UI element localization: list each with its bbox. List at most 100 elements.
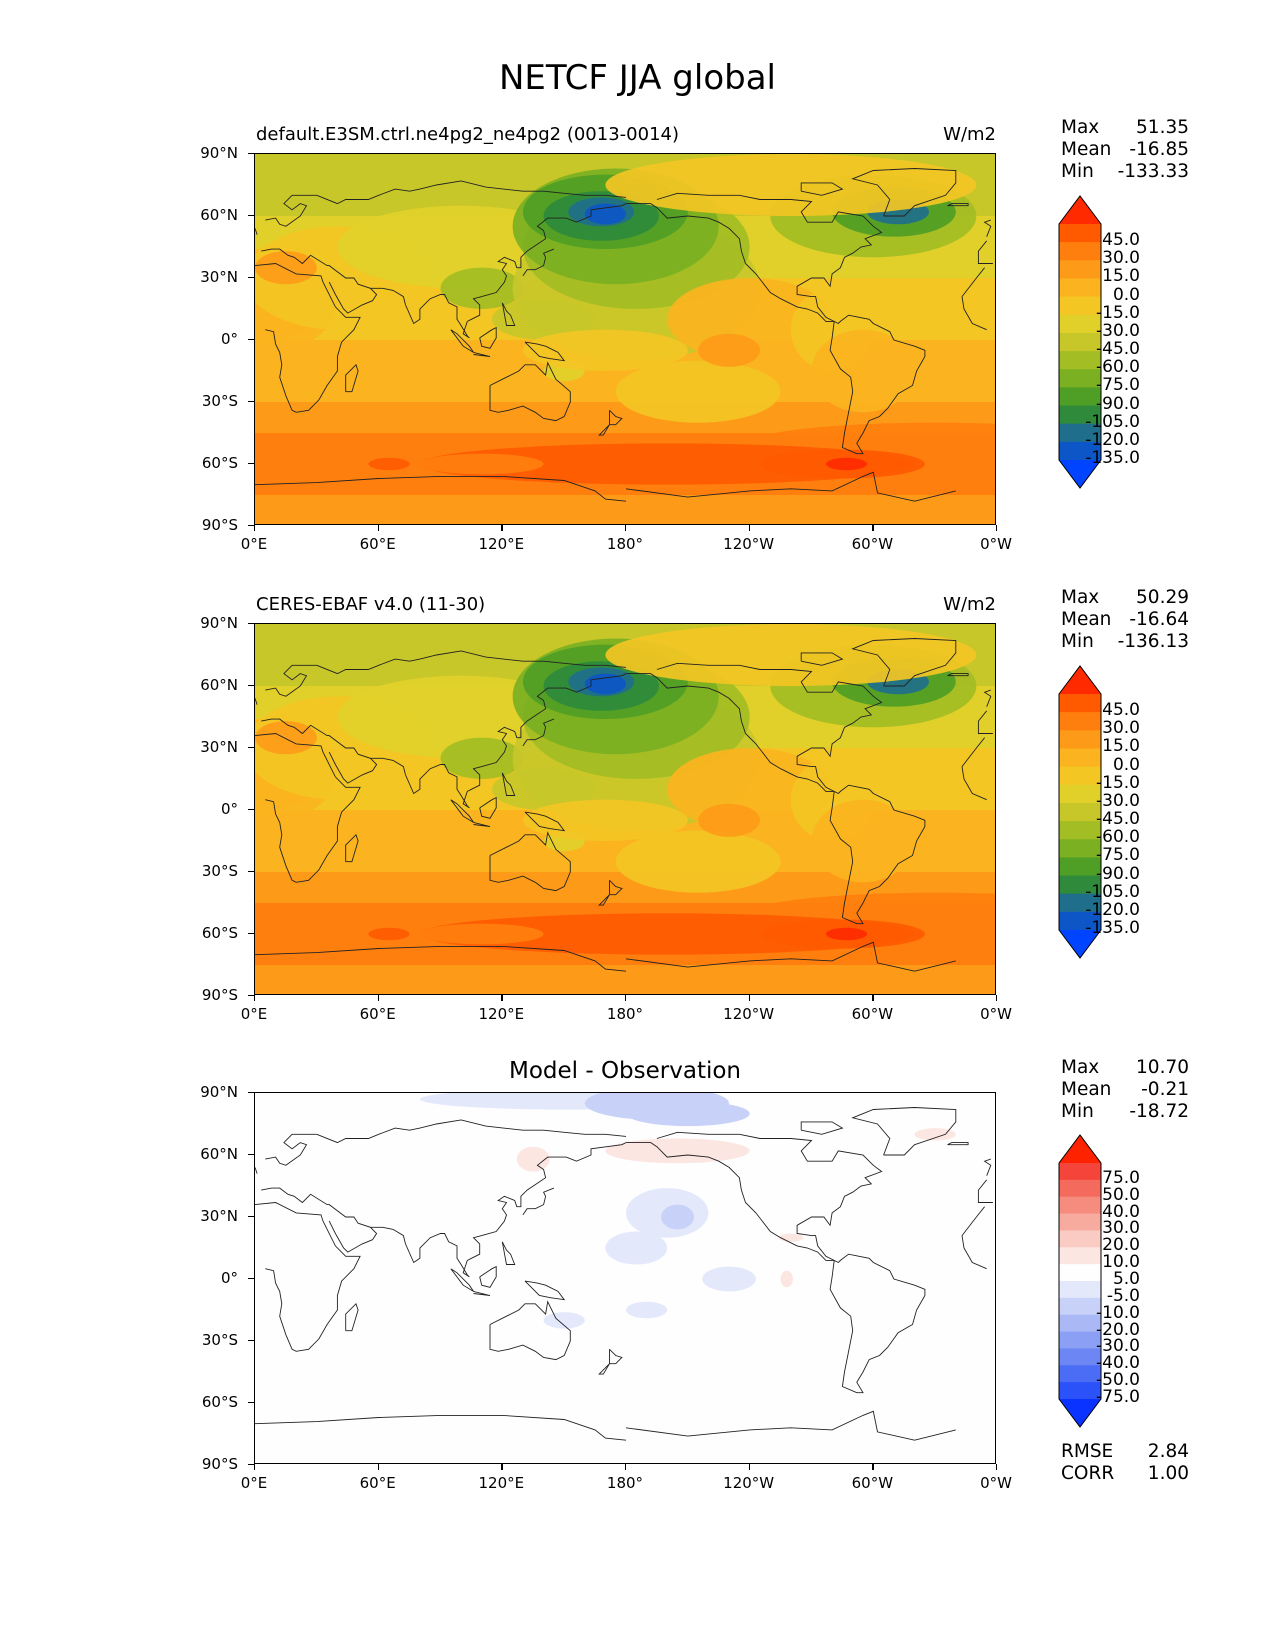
lon-tick-mark [996, 1464, 998, 1470]
field-contour-region [492, 768, 596, 810]
colorbar-tick-label: -105.0 [1085, 881, 1140, 902]
field-band [255, 965, 995, 994]
coastline-segment [265, 194, 317, 227]
field-contour-region [811, 799, 915, 883]
panel-3-stats: Max 10.70 Mean -0.21 Min -18.72 [1061, 1057, 1189, 1123]
lat-tick-label: 60°S [201, 1393, 238, 1411]
lon-tick-label: 180° [606, 535, 644, 553]
colorbar-svg [1058, 195, 1102, 489]
colorbar-segment [1059, 1314, 1101, 1333]
lon-tick-label: 180° [606, 1005, 644, 1023]
colorbar-tick-label: -105.0 [1085, 411, 1140, 432]
field-contour-region [584, 673, 626, 695]
diff-contour-region [780, 1270, 793, 1288]
coastline-segment [626, 1131, 926, 1394]
coastline-segment [345, 833, 359, 863]
colorbar-segment [1059, 875, 1101, 895]
colorbar-outline [1058, 665, 1102, 959]
colorbar-segment [1059, 911, 1101, 931]
lon-tick-mark [748, 525, 750, 531]
colorbar-svg [1058, 1134, 1102, 1428]
min-value: -136.13 [1117, 631, 1189, 652]
lon-tick-mark [501, 525, 503, 531]
colorbar-segment [1059, 821, 1101, 840]
coastlines [255, 638, 993, 972]
coastline-segment [800, 1121, 844, 1135]
colorbar-tick-label: -10.0 [1096, 1302, 1140, 1323]
coastline-segment [370, 673, 627, 809]
colorbar-tick-label: -30.0 [1096, 320, 1140, 341]
lon-tick-mark [254, 525, 256, 531]
field-contour-region [255, 251, 317, 285]
lat-tick-mark [248, 1216, 254, 1218]
coastline-segment [501, 1241, 516, 1265]
coastline-segment [255, 733, 361, 883]
mean-label: Mean [1061, 139, 1112, 160]
coastline-segment [261, 248, 378, 314]
coastline-segment [255, 1202, 361, 1352]
coastline-segment [370, 203, 627, 339]
lon-tick-label: 120°W [723, 1474, 775, 1492]
colorbar-segment [1059, 748, 1101, 768]
lon-tick-label: 60°W [851, 535, 894, 553]
rmse-label: RMSE [1061, 1441, 1114, 1462]
lat-tick-mark [248, 525, 254, 527]
coastline-segment [800, 182, 844, 196]
coastline-segment [479, 326, 497, 349]
lat-tick-mark [248, 685, 254, 687]
lon-tick-mark [872, 1464, 874, 1470]
diff-contour-region [661, 1204, 695, 1230]
coastline-segment [255, 263, 361, 413]
lon-tick-label: 120°E [478, 535, 525, 553]
lat-tick-label: 90°N [200, 614, 238, 632]
rmse-value: 2.84 [1147, 1441, 1189, 1462]
field-contour-region [584, 203, 626, 225]
colorbar-segment [1059, 784, 1101, 804]
lon-tick-mark [872, 995, 874, 1001]
colorbar-tick-label: 30.0 [1102, 1218, 1140, 1239]
panel-1-label: default.E3SM.ctrl.ne4pg2_ne4pg2 (0013-00… [256, 124, 679, 145]
lat-tick-mark [248, 995, 254, 997]
colorbar-segment [1059, 712, 1101, 731]
lon-tick-label: 60°W [851, 1474, 894, 1492]
diff-contour-region [702, 1266, 756, 1292]
lat-tick-mark [248, 1402, 254, 1404]
panel-1-map [254, 153, 996, 525]
field-contour-region [419, 453, 544, 475]
coastline-segment [489, 831, 571, 892]
min-value: -18.72 [1129, 1101, 1189, 1122]
min-label: Min [1061, 631, 1094, 652]
corr-value: 1.00 [1147, 1463, 1189, 1484]
lon-tick-mark [872, 525, 874, 531]
coastline-segment [255, 228, 258, 235]
max-label: Max [1061, 587, 1100, 608]
colorbar-segment [1059, 224, 1101, 243]
colorbar-segment [1059, 730, 1101, 749]
lat-tick-mark [248, 623, 254, 625]
lon-tick-mark [377, 995, 379, 1001]
diff-contour-region [605, 1231, 668, 1265]
coastline-segment [625, 471, 956, 502]
lon-tick-label: 120°W [723, 1005, 775, 1023]
coastline-segment [961, 766, 987, 801]
lat-tick-mark [248, 747, 254, 749]
coastline-segment [598, 1348, 623, 1375]
colorbar-tick-label: -75.0 [1096, 1387, 1140, 1407]
colorbar-segment [1059, 423, 1101, 443]
coastline-segment [522, 718, 555, 747]
diff-contour-region [914, 1128, 956, 1141]
coastline-segment [255, 1414, 627, 1441]
colorbar-outline [1058, 1134, 1102, 1428]
coastline-segment [524, 811, 566, 832]
colorbar-segment [1059, 1196, 1101, 1215]
lat-tick-mark [248, 1464, 254, 1466]
lon-tick-mark [748, 1464, 750, 1470]
coastline-segment [961, 1206, 985, 1236]
lat-tick-label: 0° [220, 330, 238, 348]
lat-tick-mark [248, 215, 254, 217]
coastline-segment [961, 296, 987, 331]
coastline-segment [345, 363, 359, 393]
colorbar-segment [1059, 1297, 1101, 1316]
colorbar-outline [1058, 195, 1102, 489]
coastline-segment [261, 718, 378, 784]
